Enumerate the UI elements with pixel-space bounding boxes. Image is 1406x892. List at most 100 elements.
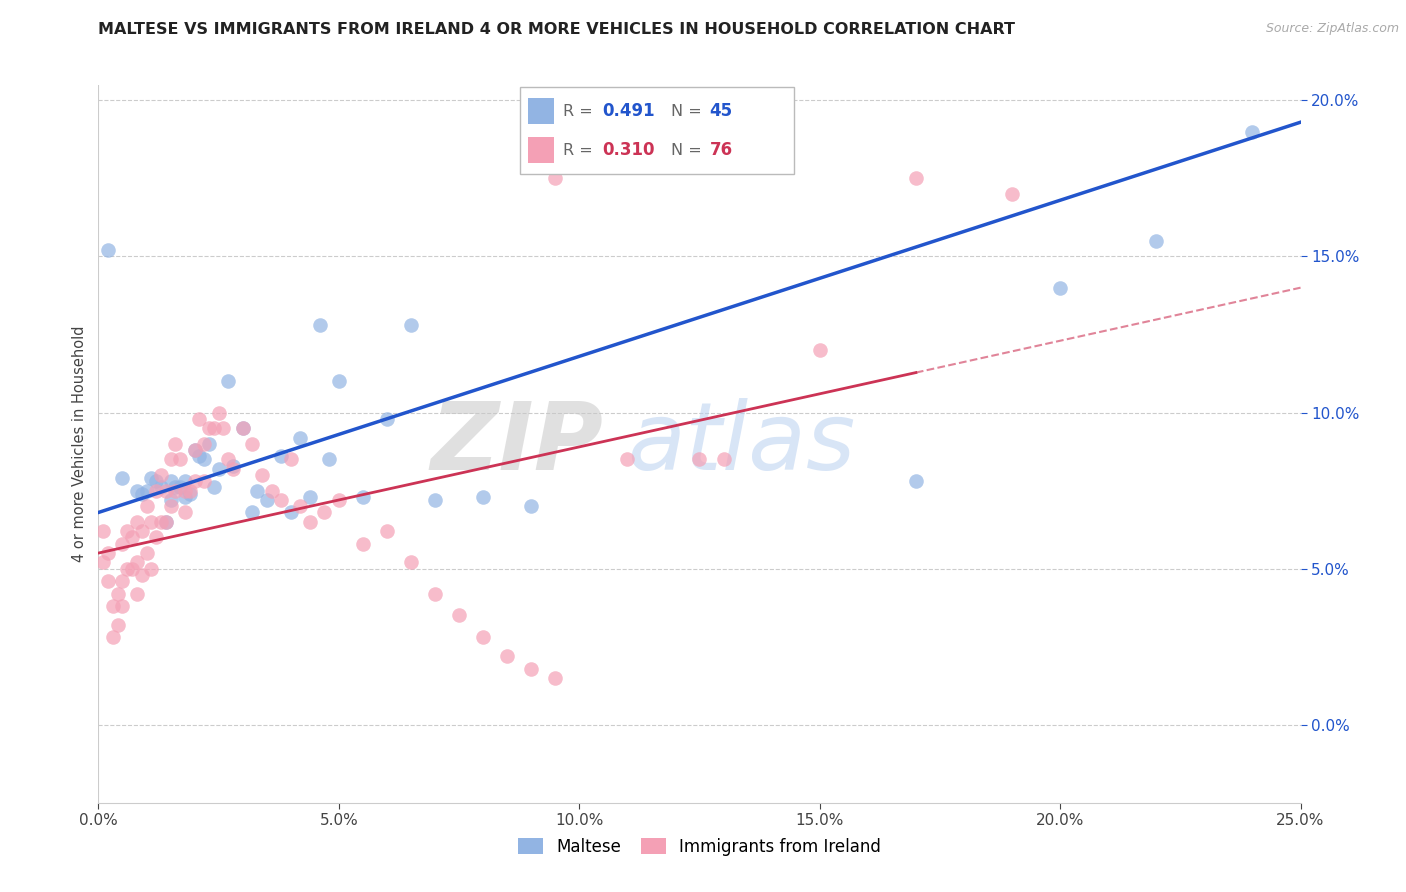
- Text: Source: ZipAtlas.com: Source: ZipAtlas.com: [1265, 22, 1399, 36]
- Point: [280, 452, 302, 467]
- Point: [375, 524, 398, 538]
- Point: [208, 405, 231, 419]
- Point: [145, 530, 167, 544]
- Point: [117, 562, 139, 576]
- Point: [183, 442, 205, 457]
- FancyBboxPatch shape: [520, 87, 794, 174]
- Point: [165, 483, 187, 498]
- Point: [198, 436, 221, 450]
- Point: [328, 374, 350, 388]
- Point: [125, 515, 148, 529]
- Point: [328, 492, 350, 507]
- Point: [135, 499, 157, 513]
- Point: [141, 562, 163, 576]
- Point: [97, 574, 120, 589]
- Point: [1241, 124, 1264, 138]
- Point: [159, 452, 181, 467]
- Text: 76: 76: [710, 141, 733, 160]
- Point: [169, 480, 191, 494]
- Text: N =: N =: [671, 103, 707, 119]
- Point: [155, 515, 177, 529]
- Point: [149, 480, 172, 494]
- Point: [298, 490, 321, 504]
- Point: [97, 243, 120, 257]
- Point: [314, 505, 336, 519]
- Point: [193, 452, 215, 467]
- FancyBboxPatch shape: [529, 137, 554, 163]
- Point: [159, 499, 181, 513]
- Point: [179, 483, 201, 498]
- Point: [174, 505, 197, 519]
- Point: [145, 483, 167, 498]
- Point: [121, 530, 143, 544]
- Point: [165, 436, 187, 450]
- Point: [222, 458, 245, 473]
- Point: [131, 568, 153, 582]
- Point: [423, 587, 446, 601]
- Point: [174, 474, 197, 488]
- Y-axis label: 4 or more Vehicles in Household: 4 or more Vehicles in Household: [72, 326, 87, 562]
- Point: [149, 515, 172, 529]
- Point: [232, 421, 254, 435]
- Point: [174, 483, 197, 498]
- Point: [183, 442, 205, 457]
- Point: [270, 492, 292, 507]
- Point: [308, 318, 330, 333]
- Point: [125, 555, 148, 569]
- Point: [141, 515, 163, 529]
- Point: [159, 492, 181, 507]
- Point: [240, 505, 263, 519]
- Point: [904, 171, 927, 186]
- Point: [399, 318, 422, 333]
- Point: [544, 671, 567, 685]
- Text: ZIP: ZIP: [430, 398, 603, 490]
- Point: [188, 411, 211, 425]
- Point: [616, 452, 638, 467]
- Point: [256, 492, 278, 507]
- Point: [111, 574, 134, 589]
- Point: [1144, 234, 1167, 248]
- Point: [193, 474, 215, 488]
- Point: [472, 490, 495, 504]
- Point: [520, 662, 543, 676]
- Point: [904, 474, 927, 488]
- Point: [155, 483, 177, 498]
- Point: [352, 536, 374, 550]
- Point: [423, 492, 446, 507]
- Point: [179, 487, 201, 501]
- Point: [208, 461, 231, 475]
- Point: [131, 524, 153, 538]
- Text: R =: R =: [562, 103, 598, 119]
- Text: 0.310: 0.310: [603, 141, 655, 160]
- Point: [217, 374, 239, 388]
- Point: [131, 487, 153, 501]
- Point: [159, 474, 181, 488]
- Point: [688, 452, 710, 467]
- Text: 0.491: 0.491: [603, 102, 655, 120]
- Point: [107, 587, 129, 601]
- Point: [240, 436, 263, 450]
- Point: [298, 515, 321, 529]
- Point: [212, 421, 235, 435]
- Point: [198, 421, 221, 435]
- Point: [174, 490, 197, 504]
- Point: [568, 140, 591, 154]
- Point: [447, 608, 470, 623]
- Point: [91, 555, 114, 569]
- Point: [250, 467, 273, 482]
- FancyBboxPatch shape: [529, 98, 554, 124]
- Point: [135, 483, 157, 498]
- Point: [155, 515, 177, 529]
- Point: [165, 480, 187, 494]
- Point: [232, 421, 254, 435]
- Point: [222, 461, 245, 475]
- Point: [169, 452, 191, 467]
- Point: [111, 536, 134, 550]
- Legend: Maltese, Immigrants from Ireland: Maltese, Immigrants from Ireland: [512, 831, 887, 863]
- Point: [202, 480, 225, 494]
- Text: MALTESE VS IMMIGRANTS FROM IRELAND 4 OR MORE VEHICLES IN HOUSEHOLD CORRELATION C: MALTESE VS IMMIGRANTS FROM IRELAND 4 OR …: [98, 22, 1015, 37]
- Point: [91, 524, 114, 538]
- Point: [111, 471, 134, 485]
- Point: [280, 505, 302, 519]
- Point: [135, 546, 157, 560]
